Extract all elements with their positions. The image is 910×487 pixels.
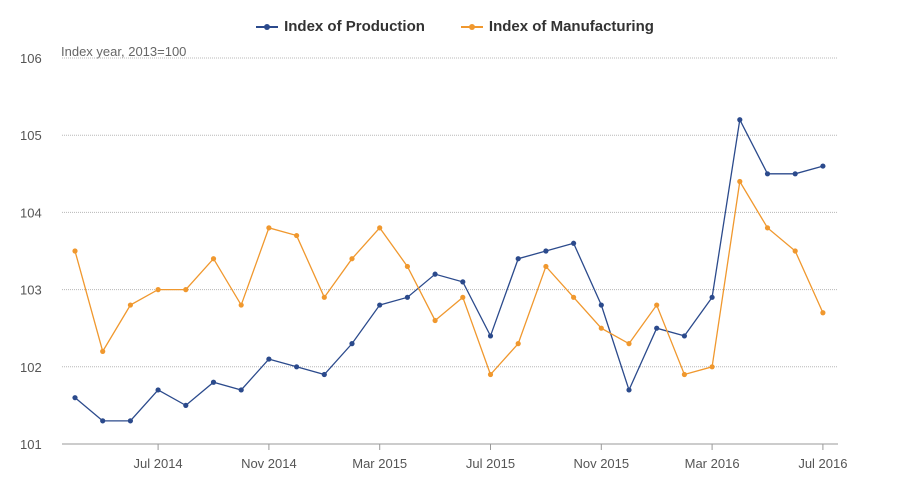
x-tick-label: Jul 2016: [798, 456, 847, 471]
y-tick-label: 105: [20, 128, 42, 143]
data-point-manufacturing: [764, 225, 771, 231]
data-point-production: [155, 387, 161, 393]
x-tick-label: Jul 2015: [466, 456, 515, 471]
data-point-production: [487, 333, 494, 339]
data-point-production: [626, 387, 632, 393]
x-tick-label: Nov 2014: [241, 456, 297, 471]
data-point-manufacturing: [792, 248, 798, 254]
data-point-production: [709, 294, 715, 300]
data-point-manufacturing: [183, 287, 189, 293]
data-point-production: [543, 248, 549, 254]
data-point-production: [404, 294, 410, 300]
data-point-production: [820, 163, 826, 169]
data-point-production: [681, 333, 688, 339]
data-point-manufacturing: [681, 371, 688, 378]
data-point-manufacturing: [210, 256, 217, 262]
data-point-manufacturing: [294, 232, 300, 239]
data-point-manufacturing: [543, 263, 549, 270]
series-line-production: [74, 117, 824, 422]
data-point-production: [72, 395, 78, 401]
x-tick-label: Mar 2016: [685, 456, 740, 471]
data-point-manufacturing: [127, 302, 133, 308]
data-point-production: [238, 387, 244, 393]
y-tick-label: 106: [20, 51, 42, 66]
data-point-manufacturing: [432, 317, 438, 324]
data-point-production: [737, 117, 743, 123]
data-point-production: [377, 302, 383, 308]
data-point-manufacturing: [737, 178, 743, 185]
data-point-manufacturing: [626, 341, 632, 347]
data-point-manufacturing: [709, 364, 715, 370]
y-tick-label: 103: [20, 283, 42, 298]
data-point-manufacturing: [460, 294, 466, 300]
data-point-production: [764, 171, 771, 177]
data-point-production: [349, 341, 355, 347]
legend: Index of Production Index of Manufacturi…: [0, 18, 910, 35]
legend-label-manufacturing: Index of Manufacturing: [488, 18, 654, 35]
data-point-production: [294, 364, 300, 370]
legend-swatch-manufacturing: [460, 23, 483, 30]
legend-swatch-production: [256, 23, 279, 30]
data-point-manufacturing: [72, 248, 78, 254]
data-point-manufacturing: [155, 287, 161, 293]
data-point-manufacturing: [820, 310, 826, 316]
data-point-manufacturing: [598, 325, 604, 331]
legend-item-manufacturing[interactable]: Index of Manufacturing: [460, 18, 654, 35]
series-line-manufacturing: [74, 179, 824, 376]
legend-item-production[interactable]: Index of Production: [256, 18, 425, 35]
data-point-manufacturing: [404, 263, 410, 270]
data-point-manufacturing: [377, 225, 383, 231]
data-point-production: [571, 240, 577, 246]
data-point-manufacturing: [100, 348, 106, 354]
data-point-manufacturing: [487, 371, 494, 378]
y-tick-label: 104: [20, 205, 42, 220]
data-point-production: [100, 418, 106, 424]
data-point-production: [266, 356, 272, 362]
data-point-manufacturing: [266, 225, 272, 231]
data-point-manufacturing: [571, 294, 577, 300]
data-point-production: [127, 418, 133, 424]
data-point-manufacturing: [349, 256, 355, 262]
data-point-production: [515, 256, 521, 262]
data-point-production: [654, 325, 660, 331]
data-point-production: [460, 279, 466, 285]
data-point-manufacturing: [321, 294, 327, 300]
x-tick-label: Jul 2014: [134, 456, 183, 471]
legend-label-production: Index of Production: [284, 18, 425, 35]
chart-subtitle: Index year, 2013=100: [61, 44, 187, 59]
x-tick-label: Mar 2015: [352, 456, 407, 471]
data-point-manufacturing: [654, 302, 660, 308]
x-tick-label: Nov 2015: [573, 456, 629, 471]
data-point-production: [792, 171, 798, 177]
data-point-manufacturing: [515, 341, 521, 347]
data-point-production: [598, 302, 604, 308]
data-point-manufacturing: [238, 302, 244, 308]
y-tick-label: 102: [20, 360, 42, 375]
y-tick-label: 101: [20, 437, 42, 452]
data-point-production: [432, 271, 438, 277]
data-point-production: [321, 371, 327, 378]
data-point-production: [183, 402, 189, 408]
data-point-production: [210, 379, 217, 385]
